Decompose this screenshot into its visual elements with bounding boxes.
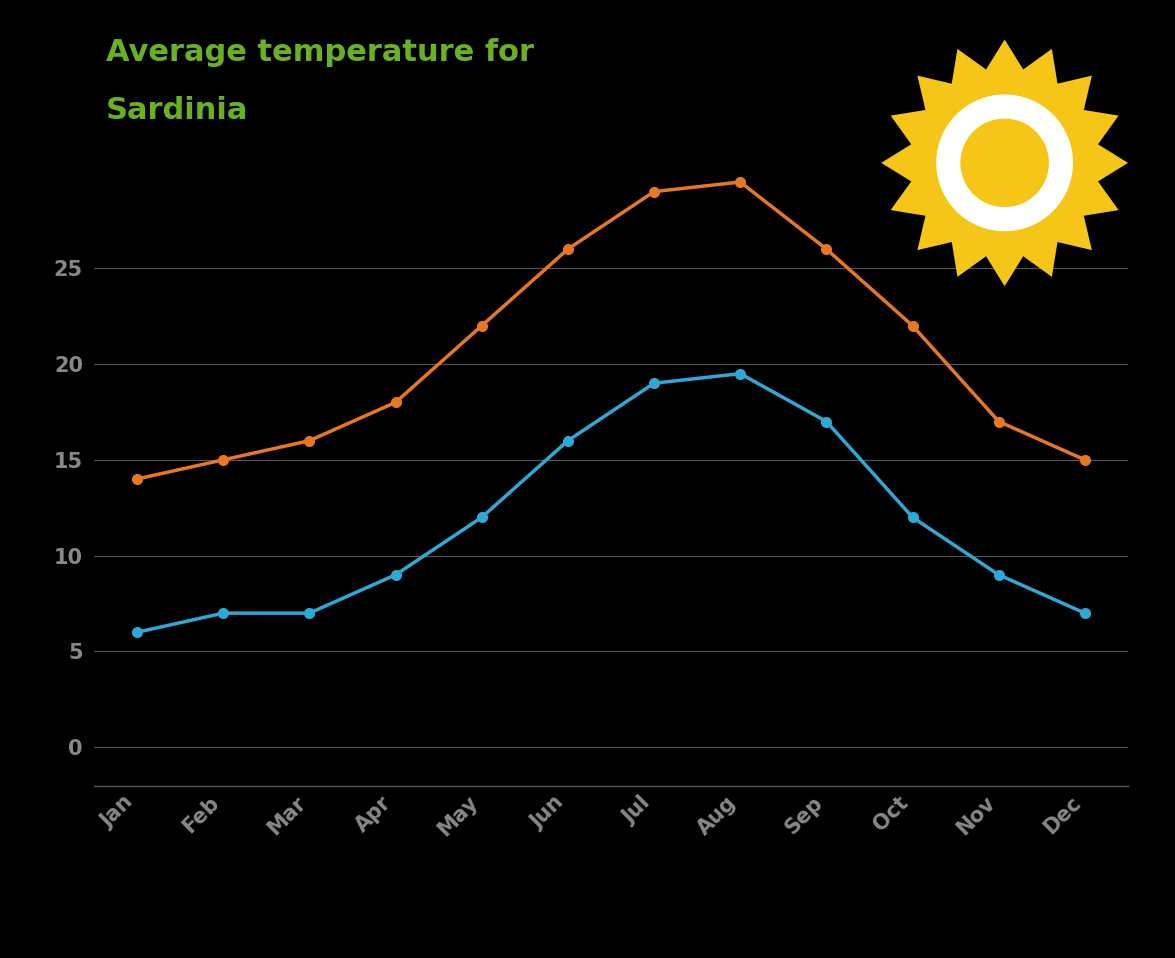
Text: Average temperature for: Average temperature for [106, 38, 533, 67]
Circle shape [919, 77, 1090, 249]
Text: Sardinia: Sardinia [106, 96, 248, 125]
Polygon shape [881, 39, 1128, 286]
Circle shape [936, 95, 1073, 231]
Circle shape [960, 119, 1049, 207]
